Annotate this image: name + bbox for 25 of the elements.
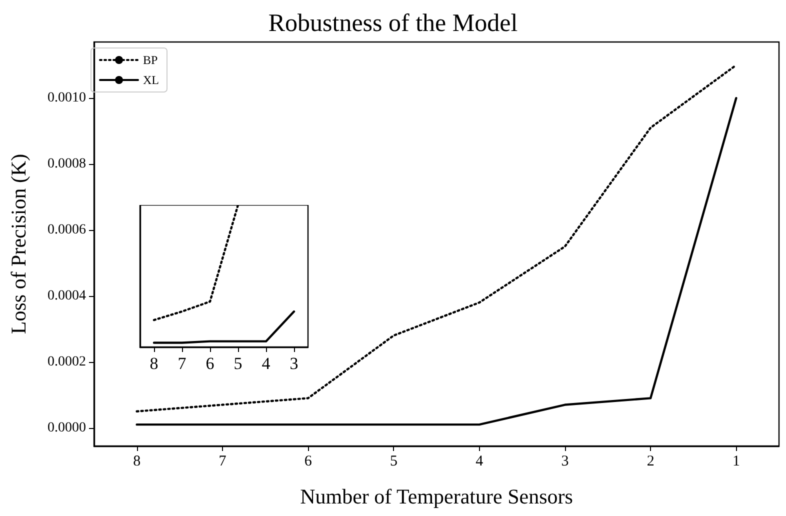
x-tick-label: 7: [178, 354, 187, 373]
y-tick-label: 0.0002: [48, 354, 86, 370]
y-tick-label: 0.0008: [48, 156, 86, 172]
x-tick-label: 4: [476, 454, 484, 470]
x-tick-label: 3: [561, 454, 569, 470]
legend-label: XL: [143, 73, 159, 87]
legend-label: BP: [143, 53, 158, 67]
y-tick-label: 0.0004: [48, 288, 86, 304]
x-axis-title: Number of Temperature Sensors: [300, 484, 573, 508]
x-tick-label: 6: [304, 454, 312, 470]
x-tick-label: 1: [732, 454, 740, 470]
y-tick-label: 0.0000: [48, 420, 86, 436]
y-tick-label: 0.0010: [48, 90, 86, 106]
x-tick-label: 7: [218, 454, 227, 470]
x-tick-label: 2: [646, 454, 654, 470]
x-tick-label: 3: [290, 354, 298, 373]
x-tick-label: 8: [133, 454, 141, 470]
chart-title: Robustness of the Model: [268, 10, 518, 37]
x-tick-label: 5: [390, 454, 398, 470]
x-tick-label: 6: [206, 354, 214, 373]
x-tick-label: 8: [150, 354, 158, 373]
y-tick-label: 0.0006: [48, 222, 86, 238]
y-axis-title: Loss of Precision (K): [6, 154, 30, 334]
x-tick-label: 4: [262, 354, 271, 373]
x-tick-label: 5: [234, 354, 242, 373]
